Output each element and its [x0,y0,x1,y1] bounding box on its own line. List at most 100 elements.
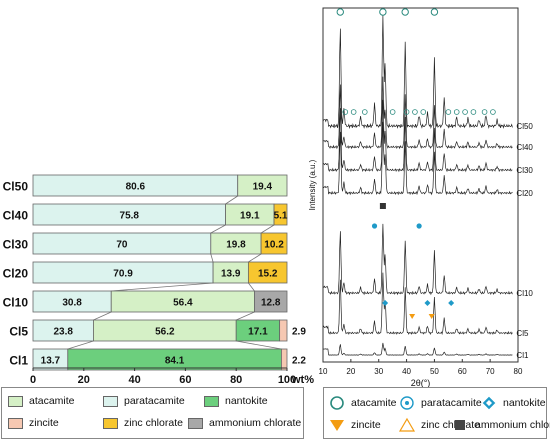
square-icon [452,417,470,433]
data-label: 10.2 [264,240,284,251]
xrd-trace [322,76,513,150]
atacamite-marker-small [403,109,410,115]
connector-line [225,195,238,205]
bar-segment [273,203,288,226]
x-tick-label: 70 [486,367,495,376]
xrd-trace-label: Cl50 [516,122,533,131]
category-label: Cl20 [3,267,29,281]
bar-chart-legend: atacamite paratacamite nantokite zincite… [1,387,304,439]
connector-line [210,224,226,234]
connector-line [236,311,255,321]
atacamite-marker [401,8,409,16]
data-label: 17.1 [248,327,268,338]
category-label: Cl30 [3,238,29,252]
atacamite-marker-small [389,109,396,115]
connector-line [111,282,214,292]
xrd-legend-item-zinc-chlorate: zinc chlorate [398,417,480,433]
atacamite-marker [430,8,439,16]
connector-line [260,224,275,234]
connector-line [93,311,112,321]
xrd-legend-item-atacamite: atacamite [328,395,397,411]
nantokite-marker [382,300,389,306]
atacamite-marker-small [361,109,368,115]
x-unit-label: wt% [291,374,314,386]
xrd-legend-label-atacamite: atacamite [351,397,397,409]
xrd-pattern-chart: 10 20 30 40 50 60 70 80 2θ(°) Intensity (a.u.) Cl5… [308,7,533,388]
atacamite-marker-small [481,109,488,115]
bar-segment [247,261,288,284]
atacamite-marker-small [420,109,427,115]
xrd-trace-label: Cl40 [516,143,533,152]
connector-line [248,253,262,263]
x-tick-label: 80 [514,367,523,376]
data-label: 15.2 [258,269,278,280]
category-label: Cl40 [3,209,29,223]
atacamite-marker-small [342,109,349,115]
data-label: 56.2 [155,327,175,338]
xrd-legend-item-nantokite: nantokite [480,395,546,411]
xrd-legend: atacamite paratacamite nantokite zincite… [323,387,550,439]
atacamite-marker [379,8,387,16]
plot-frame [322,7,519,363]
xrd-trace-label: Cl30 [516,166,533,175]
data-label: 70.9 [113,269,133,280]
data-label: 2.9 [292,327,306,338]
xrd-legend-label-ammonium-chlorate: ammonium chlorate [475,419,550,431]
nantokite-marker [424,300,431,306]
xrd-legend-label-zinc-chlorate: zinc chlorate [421,419,480,431]
legend-label-ammonium-chlorate: ammonium chlorate [209,417,302,429]
dotted-circle-icon [398,395,416,411]
y-axis-title: Intensity (a.u.) [308,159,317,210]
x-tick-label: 0 [30,374,36,386]
xrd-trace [322,223,513,296]
data-label: 5.1 [274,211,288,222]
legend-item-ammonium-chlorate: ammonium chlorate [188,417,301,429]
xrd-legend-label-zincite: zincite [351,419,381,431]
connector-line [67,340,94,350]
x-tick-label: 50 [430,367,439,376]
data-label: 19.4 [253,182,273,193]
x-tick-label: 30 [374,367,383,376]
atacamite-marker-small [462,109,468,115]
xrd-trace [322,99,513,173]
ammonium-chlorate-swatch [188,417,203,429]
legend-label-atacamite: atacamite [29,395,75,407]
data-label: 30.8 [62,298,82,309]
data-label: 70 [116,240,128,251]
connector-line [236,340,282,350]
bar-segment [237,174,288,197]
legend-label-paratacamite: paratacamite [124,395,185,407]
legend-item-nantokite: nantokite [204,395,268,407]
atacamite-marker-small [412,109,418,115]
connector-line [210,253,214,263]
nantokite-marker [448,300,455,306]
data-label: 80.6 [126,182,146,193]
legend-item-zinc-chlorate: zinc chlorate [103,417,183,429]
x-tick-label: 100 [278,374,296,386]
data-label: 19.1 [240,211,260,222]
x-tick-label: 40 [128,374,140,386]
category-label: Cl10 [3,296,29,310]
zincite-marker [428,314,435,319]
xrd-trace-label: Cl20 [516,189,533,198]
paratacamite-marker [371,223,378,229]
legend-item-zincite: zincite [8,417,59,429]
bar-segment [281,348,288,371]
connector-line [248,282,255,292]
diamond-icon [480,395,498,411]
data-label: 19.8 [226,240,246,251]
atacamite-marker-small [490,109,496,115]
legend-item-paratacamite: paratacamite [103,395,185,407]
bar-segment [279,319,288,342]
data-label: 23.8 [53,327,73,338]
atacamite-marker [336,8,344,16]
xrd-trace [322,15,513,130]
xrd-legend-label-paratacamite: paratacamite [421,397,482,409]
x-tick-label: 40 [402,367,411,376]
data-label: 12.8 [261,298,281,309]
zincite-swatch [8,417,23,429]
atacamite-marker-small [350,109,357,115]
triangle-up-icon [398,417,416,433]
